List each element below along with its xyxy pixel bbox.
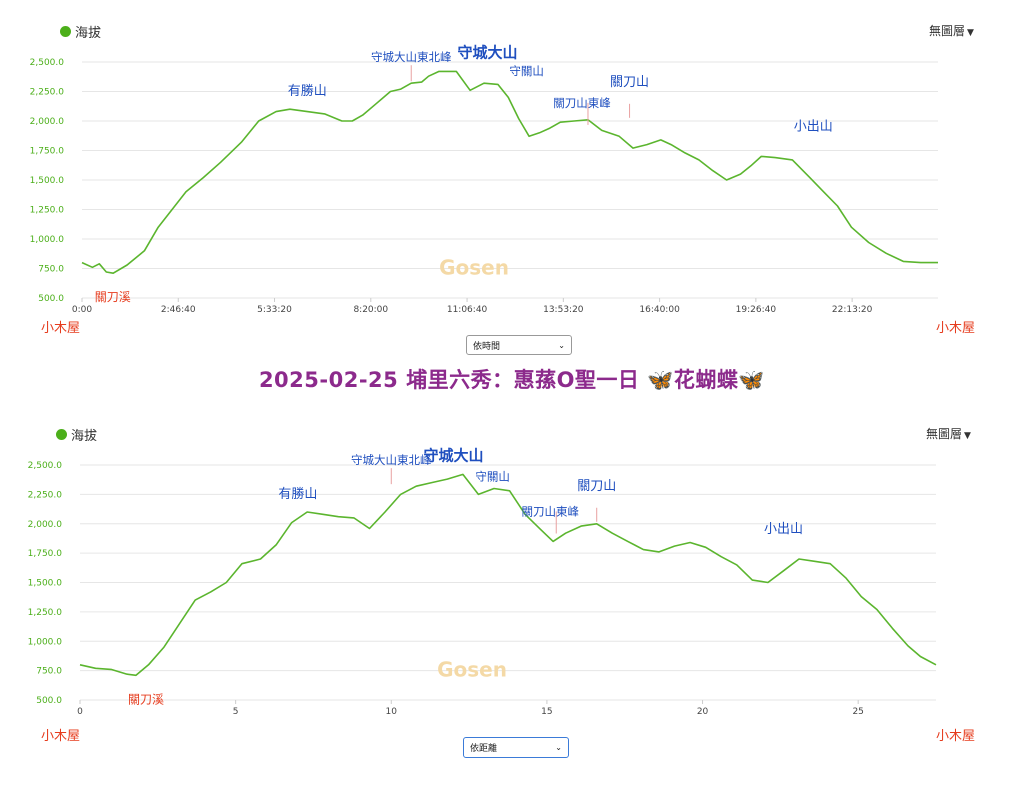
x-tick-label: 0 bbox=[77, 707, 83, 717]
y-tick-label: 1,500.0 bbox=[28, 579, 63, 589]
x-tick-label: 11:06:40 bbox=[447, 305, 488, 315]
chart-legend[interactable]: 海拔 bbox=[56, 425, 97, 444]
legend-label: 海拔 bbox=[75, 26, 102, 41]
y-tick-label: 2,000.0 bbox=[28, 520, 63, 530]
elevation-chart-by-distance: 海拔 無圖層 ▼ 2,500.0 2,250.0 2,000.0 1,750.0 1,50… bbox=[0, 415, 1024, 798]
legend-dot-icon bbox=[56, 429, 67, 440]
x-tick-label: 0:00 bbox=[72, 305, 92, 315]
peak-label[interactable]: 小出山 bbox=[794, 119, 833, 134]
end-point-label: 小木屋 bbox=[936, 729, 976, 744]
y-tick-label: 750.0 bbox=[36, 667, 62, 677]
y-tick-label: 2,250.0 bbox=[28, 490, 63, 500]
peak-label[interactable]: 有勝山 bbox=[288, 84, 327, 99]
x-tick-label: 15 bbox=[541, 707, 552, 717]
y-tick-label: 2,000.0 bbox=[30, 117, 65, 127]
y-tick-label: 500.0 bbox=[38, 294, 64, 304]
y-tick-label: 2,250.0 bbox=[30, 88, 65, 98]
y-tick-label: 750.0 bbox=[38, 265, 64, 275]
y-tick-label: 1,250.0 bbox=[28, 608, 63, 618]
peak-label[interactable]: 守關山 bbox=[509, 64, 544, 78]
chart-legend[interactable]: 海拔 bbox=[60, 22, 101, 41]
y-tick-label: 2,500.0 bbox=[30, 58, 65, 68]
x-axis-mode-value: 依距離 bbox=[470, 744, 498, 754]
legend-dot-icon bbox=[60, 26, 71, 37]
layer-dropdown-label: 無圖層 bbox=[926, 427, 963, 441]
elevation-line[interactable] bbox=[79, 473, 937, 677]
y-tick-label: 1,000.0 bbox=[28, 637, 63, 647]
chevron-down-icon: ⌄ bbox=[555, 743, 562, 752]
peak-label[interactable]: 關刀山 bbox=[577, 479, 616, 494]
x-axis-mode-value: 依時間 bbox=[473, 341, 501, 352]
layer-dropdown-label: 無圖層 bbox=[929, 24, 966, 38]
page-title: 2025-02-25 埔里六秀：惠蓀O聖一日 🦋花蝴蝶🦋 bbox=[258, 368, 766, 392]
place-label[interactable]: 關刀溪 bbox=[95, 290, 131, 304]
layer-dropdown[interactable]: 無圖層 ▼ bbox=[929, 22, 974, 39]
peak-label[interactable]: 守關山 bbox=[475, 470, 510, 484]
end-point-label: 小木屋 bbox=[936, 321, 976, 336]
y-tick-label: 1,750.0 bbox=[30, 147, 65, 157]
peak-label[interactable]: 關刀山東峰 bbox=[521, 505, 579, 519]
peak-label[interactable]: 守城大山 bbox=[457, 43, 517, 61]
caret-down-icon: ▼ bbox=[964, 431, 971, 441]
x-tick-label: 5:33:20 bbox=[257, 305, 292, 315]
watermark: Gosen bbox=[437, 658, 507, 682]
layer-dropdown[interactable]: 無圖層 ▼ bbox=[926, 425, 971, 442]
peak-label[interactable]: 守城大山東北峰 bbox=[351, 453, 432, 467]
caret-down-icon: ▼ bbox=[967, 28, 974, 38]
start-point-label: 小木屋 bbox=[41, 321, 81, 336]
peak-label[interactable]: 關刀山東峰 bbox=[553, 96, 611, 110]
elevation-chart-by-time: 海拔 無圖層 ▼ 2,500.0 2,250.0 2,000.0 1,750.0 1,50… bbox=[0, 0, 1024, 360]
x-tick-label: 8:20:00 bbox=[353, 305, 388, 315]
y-tick-label: 1,000.0 bbox=[30, 235, 65, 245]
x-tick-label: 22:13:20 bbox=[832, 305, 873, 315]
peak-label[interactable]: 守城大山 bbox=[424, 446, 484, 464]
chevron-down-icon: ⌄ bbox=[558, 340, 565, 350]
legend-label: 海拔 bbox=[71, 429, 98, 444]
x-axis-mode-select[interactable]: 依距離 ⌄ bbox=[463, 737, 569, 758]
elevation-plot-time[interactable]: 2,500.0 2,250.0 2,000.0 1,750.0 1,500.0 1,250… bbox=[0, 0, 1024, 360]
peak-label[interactable]: 小出山 bbox=[764, 522, 803, 537]
y-tick-label: 1,750.0 bbox=[28, 549, 63, 559]
y-tick-label: 1,500.0 bbox=[30, 176, 65, 186]
y-tick-label: 500.0 bbox=[36, 696, 62, 706]
start-point-label: 小木屋 bbox=[41, 729, 81, 744]
x-axis-mode-select[interactable]: 依時間 ⌄ bbox=[466, 335, 572, 355]
x-tick-label: 19:26:40 bbox=[736, 305, 777, 315]
place-label[interactable]: 關刀溪 bbox=[128, 692, 164, 706]
watermark: Gosen bbox=[439, 255, 509, 279]
elevation-line[interactable] bbox=[81, 70, 938, 275]
x-tick-label: 10 bbox=[386, 707, 398, 717]
x-tick-label: 5 bbox=[233, 707, 239, 717]
y-tick-label: 1,250.0 bbox=[30, 206, 65, 216]
x-tick-label: 20 bbox=[697, 707, 709, 717]
peak-label[interactable]: 有勝山 bbox=[278, 487, 317, 502]
x-tick-label: 25 bbox=[852, 707, 863, 717]
peak-label[interactable]: 守城大山東北峰 bbox=[371, 50, 452, 64]
x-tick-label: 16:40:00 bbox=[639, 305, 680, 315]
y-tick-label: 2,500.0 bbox=[28, 461, 63, 471]
peak-label[interactable]: 關刀山 bbox=[610, 75, 649, 90]
x-tick-label: 2:46:40 bbox=[161, 305, 196, 315]
elevation-plot-distance[interactable]: 2,500.0 2,250.0 2,000.0 1,750.0 1,500.0 1,250… bbox=[0, 415, 1024, 798]
x-tick-label: 13:53:20 bbox=[543, 305, 584, 315]
